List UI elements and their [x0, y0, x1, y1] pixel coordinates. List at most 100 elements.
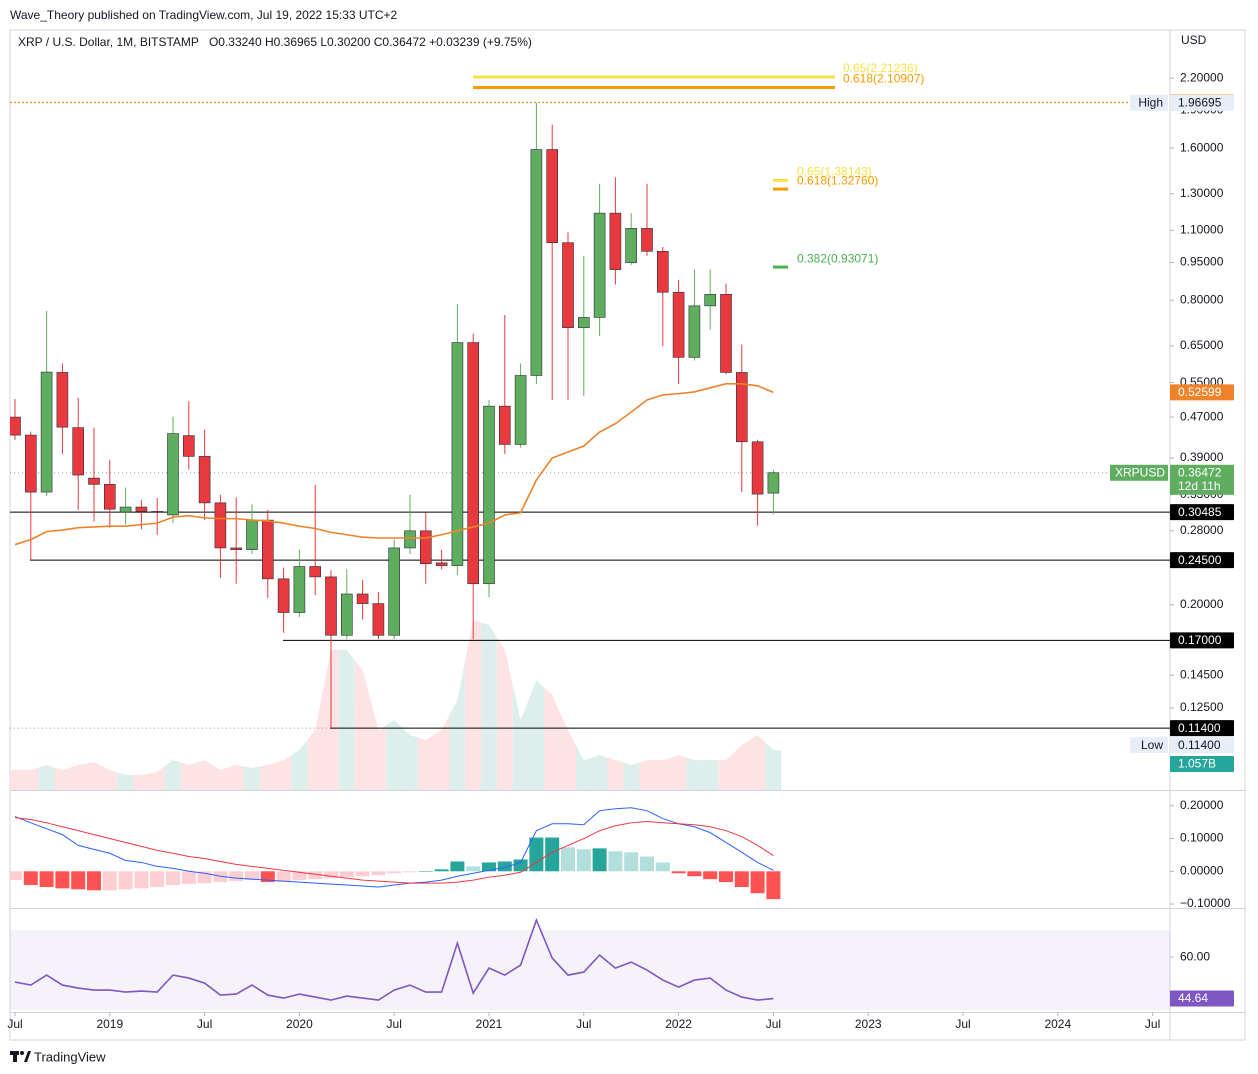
- histogram-bar: [734, 871, 749, 888]
- fib-label: 0.618(2.10907): [843, 72, 924, 86]
- histogram-bar: [592, 848, 607, 872]
- volume-area: [70, 763, 87, 790]
- candle-body: [467, 342, 480, 585]
- extreme-name: High: [1138, 95, 1163, 109]
- volume-area: [639, 760, 655, 790]
- histogram-bar: [150, 871, 165, 888]
- candle-body: [625, 228, 638, 263]
- extreme-value-box: [1170, 94, 1234, 111]
- histogram-bar: [308, 871, 323, 880]
- volume-area: [749, 735, 766, 790]
- candle-body: [609, 212, 622, 270]
- histogram-bar: [10, 871, 22, 881]
- candle-body: [151, 511, 163, 513]
- histogram-bar: [766, 871, 781, 900]
- ohlc: O0.33240 H0.36965 L0.30200 C0.36472 +0.0…: [209, 35, 532, 49]
- candle-body: [404, 530, 416, 549]
- level-label: 0.17000: [1178, 633, 1222, 647]
- candle-body: [419, 530, 432, 565]
- histogram-bar: [339, 871, 354, 878]
- volume-area: [259, 762, 276, 790]
- histogram-bar: [229, 871, 244, 882]
- x-tick-label: 2020: [286, 1017, 313, 1031]
- histogram-bar: [671, 871, 686, 874]
- volume-area: [54, 767, 71, 790]
- histogram-bar: [418, 871, 433, 872]
- x-tick-label: 2024: [1044, 1017, 1071, 1031]
- candle-body: [88, 477, 100, 485]
- histogram-bar: [39, 871, 54, 888]
- candle-body: [183, 435, 195, 457]
- histogram-bar: [166, 871, 180, 886]
- volume-area: [228, 765, 245, 790]
- x-tick-label: Jul: [197, 1017, 212, 1031]
- extreme-value: 0.11400: [1178, 738, 1221, 752]
- histogram-bar: [687, 871, 702, 877]
- publisher: Wave_Theory published on TradingView.com…: [10, 8, 398, 22]
- symbol-name: XRPUSD: [1115, 465, 1165, 479]
- volume-area: [244, 766, 260, 790]
- fib-label: 0.382(0.93071): [797, 251, 878, 265]
- y-tick-label: 0.47000: [1180, 409, 1224, 423]
- candle-body: [277, 578, 290, 613]
- extreme-value-box: [1170, 737, 1234, 754]
- volume-area: [765, 742, 782, 790]
- x-tick-label: 2023: [855, 1017, 882, 1031]
- candle-body: [641, 228, 653, 252]
- volume-area: [575, 745, 592, 790]
- volume-area: [623, 762, 640, 790]
- level-label-box: [1170, 720, 1234, 737]
- currency: USD: [1181, 33, 1207, 47]
- candle-body: [514, 375, 527, 445]
- candle-body: [309, 566, 322, 578]
- histogram-bar: [608, 851, 623, 872]
- volume-area: [22, 767, 39, 790]
- x-tick-label: Jul: [387, 1017, 402, 1031]
- histogram-bar: [640, 856, 654, 872]
- candle-body: [167, 433, 179, 516]
- candle-body: [498, 405, 511, 445]
- ma-label: 0.52599: [1178, 385, 1222, 399]
- extreme-name: Low: [1141, 738, 1163, 752]
- volume-area: [275, 754, 292, 790]
- footer-brand: TradingView: [34, 1049, 106, 1064]
- candle-body: [246, 519, 258, 550]
- candle-body: [10, 416, 21, 436]
- histogram-bar: [23, 871, 38, 886]
- ma-label-box: [1170, 384, 1234, 401]
- candle-body: [293, 566, 306, 613]
- candle-body: [593, 212, 606, 318]
- histogram-bar: [545, 837, 560, 872]
- volume-area: [528, 680, 545, 790]
- volume-area: [149, 765, 166, 790]
- y-tick-label: 0.80000: [1180, 292, 1224, 306]
- histogram-bar: [466, 866, 481, 872]
- candle-body: [720, 294, 732, 373]
- volume-area: [654, 757, 671, 790]
- histogram-bar: [624, 852, 639, 872]
- histogram-bar: [434, 869, 449, 872]
- volume-area: [370, 700, 387, 790]
- candle-body: [562, 242, 574, 329]
- volume-area: [417, 735, 434, 790]
- histogram-bar: [750, 871, 765, 894]
- candle-body: [388, 547, 401, 636]
- y-tick-label: 0.39000: [1180, 450, 1224, 464]
- histogram-bar: [87, 871, 101, 891]
- volume-area: [686, 757, 703, 790]
- candle-body: [435, 562, 448, 566]
- histogram-bar: [71, 871, 86, 890]
- level-label-box: [1170, 632, 1234, 649]
- volume-area: [449, 659, 466, 790]
- histogram-bar: [387, 871, 402, 874]
- candle-body: [546, 149, 559, 244]
- histogram-bar: [181, 871, 196, 885]
- y-tick-label: 1.60000: [1180, 140, 1224, 154]
- volume-label-box: [1170, 756, 1234, 772]
- symbol-box: [1110, 464, 1168, 481]
- volume-area: [496, 637, 513, 790]
- candle-body: [230, 547, 242, 550]
- axes: 2.200001.900001.600001.300001.100000.950…: [7, 70, 1234, 1031]
- candle-body: [119, 506, 132, 513]
